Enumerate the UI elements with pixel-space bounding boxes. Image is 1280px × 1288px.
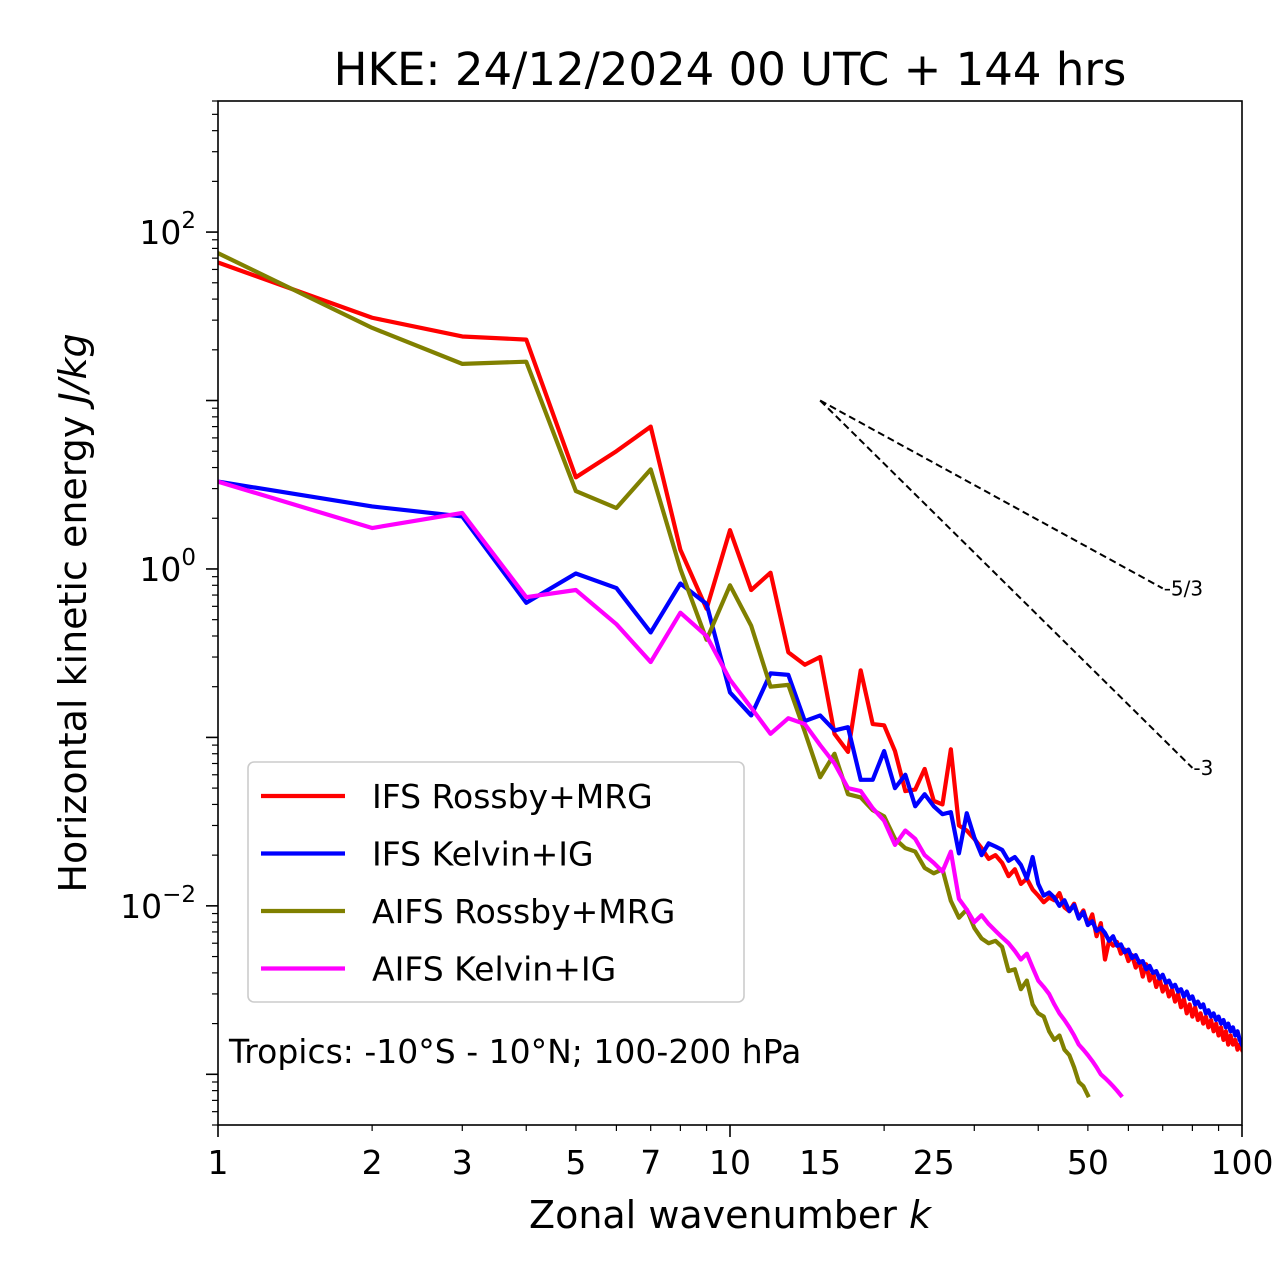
series-line (218, 250, 1091, 1099)
y-tick-label: 10−2 (120, 882, 196, 926)
legend-label: IFS Rossby+MRG (372, 777, 653, 816)
legend-label: IFS Kelvin+IG (372, 835, 594, 874)
x-tick-label: 5 (565, 1143, 586, 1182)
y-tick-label: 100 (139, 545, 196, 589)
x-tick-label: 25 (913, 1143, 955, 1182)
y-tick-label: 102 (139, 208, 196, 252)
y-axis-label-text: Horizontal kinetic energy (51, 404, 95, 893)
series-line (218, 260, 1242, 1053)
legend-entry: IFS Rossby+MRG (261, 777, 653, 816)
x-tick-label: 100 (1211, 1143, 1274, 1182)
reference-line (819, 399, 1164, 590)
reference-line (819, 399, 1194, 769)
reference-line-label: -3 (1193, 756, 1213, 780)
x-axis-label-variable: k (909, 1193, 933, 1237)
x-tick-label: 7 (640, 1143, 661, 1182)
x-tick-label: 1 (208, 1143, 229, 1182)
plot-frame (217, 100, 1243, 1126)
y-axis-label-unit: J/kg (51, 333, 95, 410)
axis-ticks (206, 100, 1243, 1137)
reference-slope-lines (819, 399, 1194, 769)
series-line (218, 479, 1242, 1048)
region-annotation: Tropics: -10°S - 10°N; 100-200 hPa (228, 1032, 801, 1071)
y-axis-label: Horizontal kinetic energy J/kg (51, 333, 95, 892)
legend-entry: AIFS Rossby+MRG (261, 892, 675, 931)
reference-line-label: -5/3 (1164, 576, 1203, 600)
x-tick-label: 2 (362, 1143, 383, 1182)
x-tick-label: 15 (799, 1143, 841, 1182)
reference-slope-labels: -5/3 -3 (1164, 576, 1214, 780)
x-axis-label: Zonal wavenumber k (529, 1193, 933, 1237)
legend-label: AIFS Rossby+MRG (372, 892, 675, 931)
legend-label: AIFS Kelvin+IG (372, 950, 616, 989)
legend-entry: AIFS Kelvin+IG (261, 950, 616, 989)
x-axis-label-text: Zonal wavenumber (529, 1193, 909, 1237)
x-tick-label: 10 (709, 1143, 751, 1182)
x-tick-label: 50 (1067, 1143, 1109, 1182)
chart-title: HKE: 24/12/2024 00 UTC + 144 hrs (334, 43, 1127, 96)
legend-entry: IFS Kelvin+IG (261, 835, 594, 874)
series-line (218, 479, 1124, 1099)
x-tick-label: 3 (452, 1143, 473, 1182)
series-lines (218, 250, 1242, 1099)
legend-box (247, 761, 745, 1003)
legend: IFS Rossby+MRG IFS Kelvin+IG AIFS Rossby+M… (247, 761, 745, 1003)
x-tick-labels: 1 2 3 5 7 10 15 25 50 100 (208, 1143, 1274, 1182)
y-tick-labels: 10−2 100 102 (120, 208, 196, 926)
